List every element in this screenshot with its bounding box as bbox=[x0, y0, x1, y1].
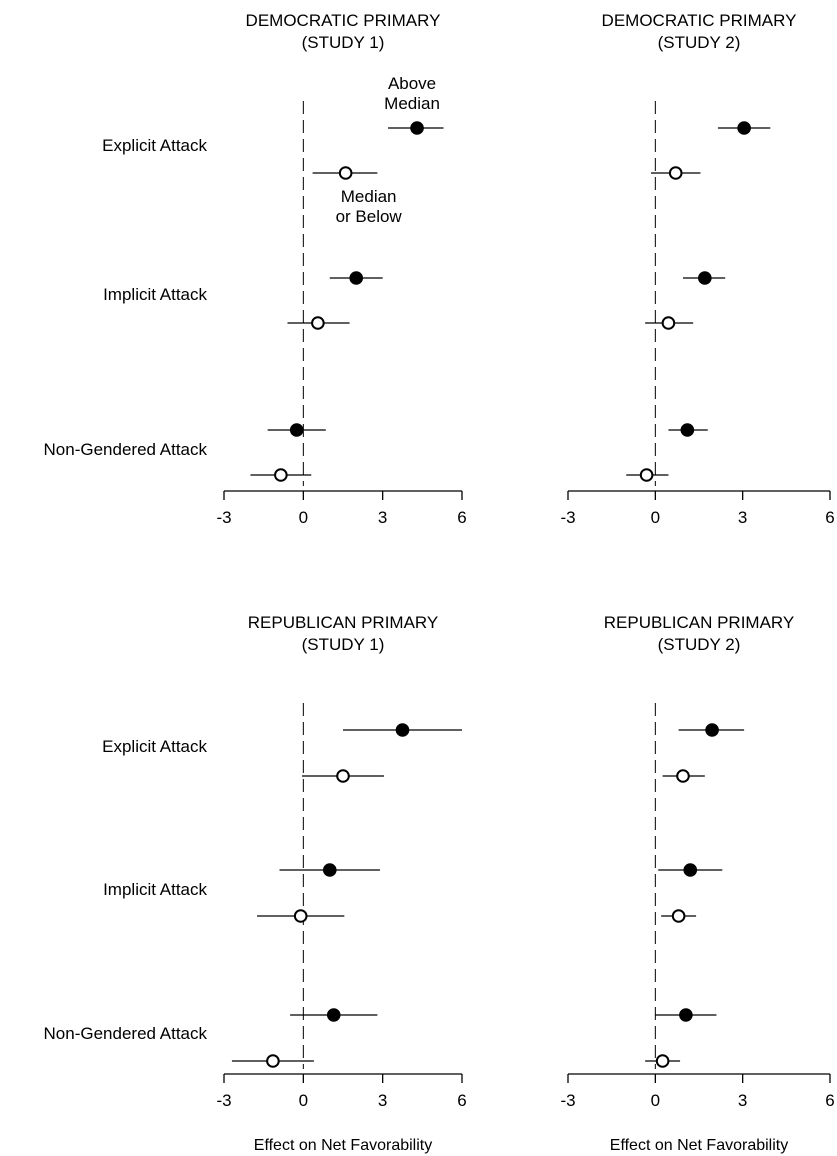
panel-title: REPUBLICAN PRIMARY bbox=[248, 613, 439, 632]
above-median-point bbox=[737, 121, 751, 135]
x-tick-label: 6 bbox=[825, 1091, 834, 1110]
median-or-below-point bbox=[655, 1054, 670, 1068]
x-tick-label: 0 bbox=[651, 508, 660, 527]
median-or-below-point bbox=[668, 166, 683, 180]
x-axis-label: Effect on Net Favorability bbox=[610, 1137, 788, 1154]
above-median-point bbox=[410, 121, 424, 135]
category-label: Non-Gendered Attack bbox=[44, 440, 208, 459]
above-median-point bbox=[679, 1008, 693, 1022]
panel-subtitle: (STUDY 2) bbox=[658, 33, 741, 52]
above-median-point bbox=[680, 423, 695, 437]
panel-subtitle: (STUDY 1) bbox=[302, 635, 385, 654]
above-median-point bbox=[289, 423, 304, 437]
x-tick-label: 6 bbox=[825, 508, 834, 527]
above-median-point bbox=[698, 271, 712, 285]
median-or-below-point bbox=[338, 166, 353, 180]
above-median-point bbox=[326, 1008, 341, 1022]
x-tick-label: 0 bbox=[651, 1091, 660, 1110]
x-tick-label: 3 bbox=[378, 1091, 387, 1110]
category-label: Non-Gendered Attack bbox=[44, 1024, 208, 1043]
x-tick-label: -3 bbox=[216, 508, 231, 527]
median-or-below-point bbox=[293, 909, 308, 923]
panel-title: DEMOCRATIC PRIMARY bbox=[602, 11, 797, 30]
annotation-above-median: Median bbox=[384, 94, 440, 113]
annotation-above-median: Above bbox=[388, 74, 436, 93]
panel-title: DEMOCRATIC PRIMARY bbox=[246, 11, 441, 30]
above-median-point bbox=[395, 723, 410, 737]
panel-subtitle: (STUDY 1) bbox=[302, 33, 385, 52]
x-tick-label: -3 bbox=[216, 1091, 231, 1110]
median-or-below-point bbox=[274, 468, 288, 482]
median-or-below-point bbox=[671, 909, 686, 923]
x-tick-label: 6 bbox=[457, 508, 466, 527]
median-or-below-point bbox=[266, 1054, 280, 1068]
median-or-below-point bbox=[639, 468, 654, 482]
chart-panel-1: DEMOCRATIC PRIMARY (STUDY 1) -3 0 3 6 Explicit… bbox=[44, 11, 467, 527]
median-or-below-point bbox=[676, 769, 690, 783]
chart-panel-2: DEMOCRATIC PRIMARY (STUDY 2) -3 0 3 6 bbox=[560, 11, 834, 527]
above-median-point bbox=[322, 863, 337, 877]
x-tick-label: 0 bbox=[299, 508, 308, 527]
category-label: Implicit Attack bbox=[103, 285, 207, 304]
category-label: Implicit Attack bbox=[103, 880, 207, 899]
median-or-below-point bbox=[311, 316, 325, 330]
x-tick-label: -3 bbox=[560, 1091, 575, 1110]
x-tick-label: 3 bbox=[378, 508, 387, 527]
chart-panel-4: REPUBLICAN PRIMARY (STUDY 2) -3 0 3 6 Effect o… bbox=[560, 613, 834, 1154]
category-label: Explicit Attack bbox=[102, 136, 207, 155]
x-tick-label: 0 bbox=[299, 1091, 308, 1110]
median-or-below-point bbox=[336, 769, 350, 783]
x-axis-label: Effect on Net Favorability bbox=[254, 1137, 432, 1154]
category-label: Explicit Attack bbox=[102, 737, 207, 756]
above-median-point bbox=[705, 723, 719, 737]
x-tick-label: -3 bbox=[560, 508, 575, 527]
x-tick-label: 3 bbox=[738, 1091, 747, 1110]
x-tick-label: 6 bbox=[457, 1091, 466, 1110]
median-or-below-point bbox=[661, 316, 676, 330]
above-median-point bbox=[683, 863, 698, 877]
annotation-median-or-below: Median bbox=[341, 187, 397, 206]
x-tick-label: 3 bbox=[738, 508, 747, 527]
above-median-point bbox=[349, 271, 364, 285]
panel-subtitle: (STUDY 2) bbox=[658, 635, 741, 654]
panel-title: REPUBLICAN PRIMARY bbox=[604, 613, 795, 632]
chart-panel-3: REPUBLICAN PRIMARY (STUDY 1) -3 0 3 6 Effect o… bbox=[44, 613, 467, 1154]
annotation-median-or-below: or Below bbox=[336, 207, 403, 226]
